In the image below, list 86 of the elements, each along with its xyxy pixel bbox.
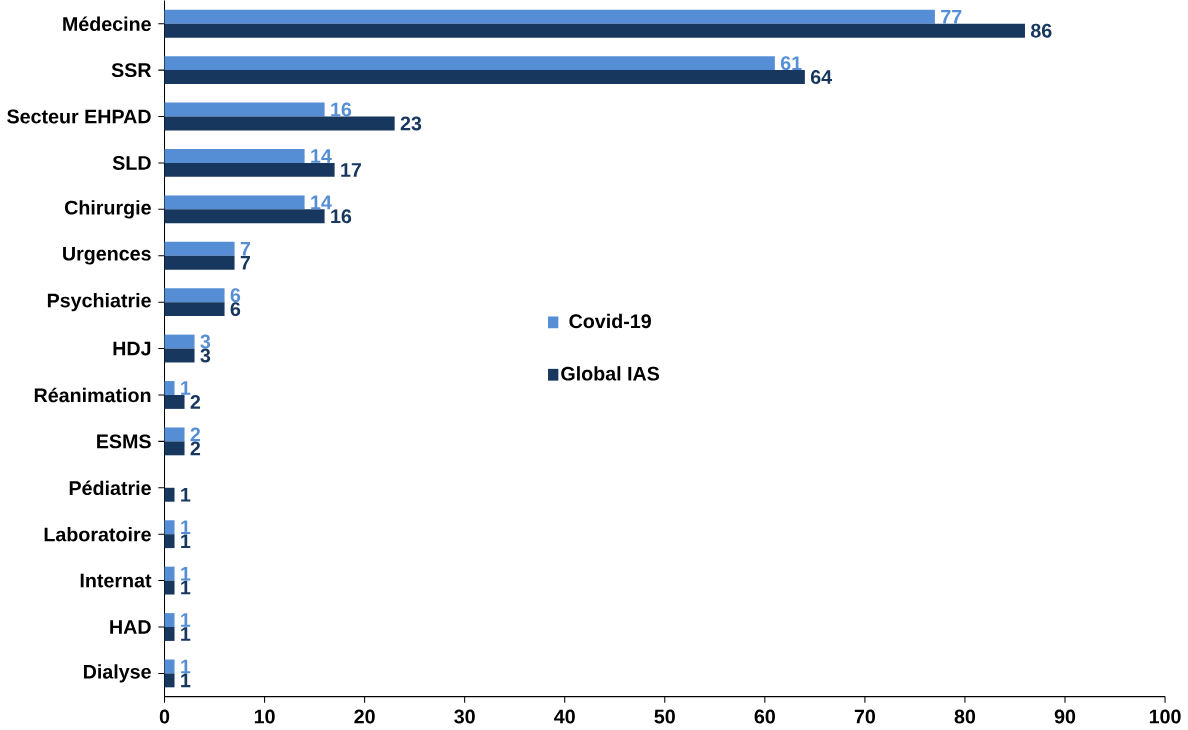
x-tick-label: 40: [554, 709, 575, 724]
x-tick-label: 90: [1054, 709, 1076, 724]
bar: [164, 241, 235, 256]
x-tick-label: 60: [754, 709, 775, 724]
bar: [164, 441, 185, 456]
bar: [164, 520, 175, 535]
bar: [164, 302, 225, 317]
bar: [164, 673, 175, 688]
bar: [164, 23, 1025, 38]
data-label: 86: [1030, 23, 1052, 38]
data-label: 3: [200, 348, 211, 363]
y-tick-label: Pédiatrie: [69, 480, 151, 496]
data-label: 6: [230, 302, 241, 317]
y-tick-label: Secteur EHPAD: [7, 109, 151, 124]
bar: [164, 148, 305, 163]
data-label: 1: [181, 520, 191, 534]
data-label: 3: [200, 334, 211, 349]
bar: [164, 70, 805, 84]
x-tick-label: 100: [1149, 709, 1181, 724]
bar: [164, 209, 325, 224]
data-label: 23: [400, 116, 422, 131]
data-label: 1: [181, 673, 191, 688]
y-tick-label: ESMS: [97, 434, 151, 449]
x-tick-label: 50: [654, 709, 675, 724]
data-label: 1: [181, 580, 191, 595]
y-tick-label: SLD: [112, 155, 151, 170]
bar: [164, 394, 185, 409]
x-tick-label: 80: [954, 709, 976, 724]
bar: [164, 613, 175, 627]
bar: [164, 566, 175, 581]
bar: [164, 580, 175, 595]
y-tick-label: Laboratoire: [44, 526, 151, 542]
bar: [164, 381, 175, 395]
data-label: 7: [240, 241, 250, 256]
bar: [164, 659, 175, 674]
data-label: 1: [181, 487, 191, 502]
data-label: 16: [331, 102, 352, 117]
data-label: 2: [190, 395, 201, 409]
x-tick-label: 20: [354, 709, 375, 724]
bar: [164, 56, 775, 71]
y-tick-label: Internat: [80, 573, 152, 588]
bar: [164, 102, 325, 117]
data-label: 17: [341, 163, 361, 177]
y-tick-label: Chirurgie: [64, 200, 151, 219]
legend-label: Covid-19: [569, 313, 651, 329]
data-label: 1: [181, 627, 191, 641]
y-tick-label: HDJ: [113, 341, 151, 356]
y-tick-label: SSR: [111, 63, 152, 78]
bar: [164, 195, 305, 210]
data-label: 1: [181, 534, 191, 548]
data-label: 14: [311, 195, 332, 210]
data-label: 2: [190, 441, 201, 456]
x-tick-label: 0: [159, 709, 170, 724]
data-label: 1: [181, 381, 191, 395]
bar: [164, 534, 175, 549]
bar: [164, 255, 235, 270]
bar: [164, 288, 225, 303]
data-label: 2: [190, 427, 201, 442]
bar: [164, 427, 185, 442]
data-label: 61: [780, 56, 802, 71]
bar: [164, 116, 395, 131]
y-tick-label: HAD: [110, 620, 151, 634]
data-label: 77: [941, 9, 962, 24]
x-tick-label: 30: [454, 709, 475, 724]
legend-label: Global IAS: [561, 366, 660, 381]
y-tick-label: Psychiatrie: [47, 292, 151, 312]
bar: [164, 9, 935, 24]
y-tick-label: Médecine: [63, 16, 151, 31]
y-tick-label: Dialyse: [83, 664, 151, 683]
data-label: 14: [311, 149, 332, 163]
bar: [164, 487, 175, 502]
data-label: 64: [810, 70, 832, 84]
data-label: 1: [181, 566, 191, 581]
x-tick-label: 70: [854, 709, 876, 724]
bar: [164, 348, 195, 363]
data-label: 1: [181, 613, 191, 627]
data-label: 16: [331, 209, 352, 224]
bar: [164, 162, 335, 177]
y-tick-label: Réanimation: [34, 387, 151, 403]
x-tick-label: 10: [254, 709, 275, 724]
bar: [164, 626, 175, 641]
y-tick-label: Urgences: [63, 246, 151, 265]
data-label: 6: [230, 288, 241, 303]
data-label: 7: [240, 255, 250, 270]
bar: [164, 334, 195, 349]
data-label: 1: [181, 659, 191, 674]
